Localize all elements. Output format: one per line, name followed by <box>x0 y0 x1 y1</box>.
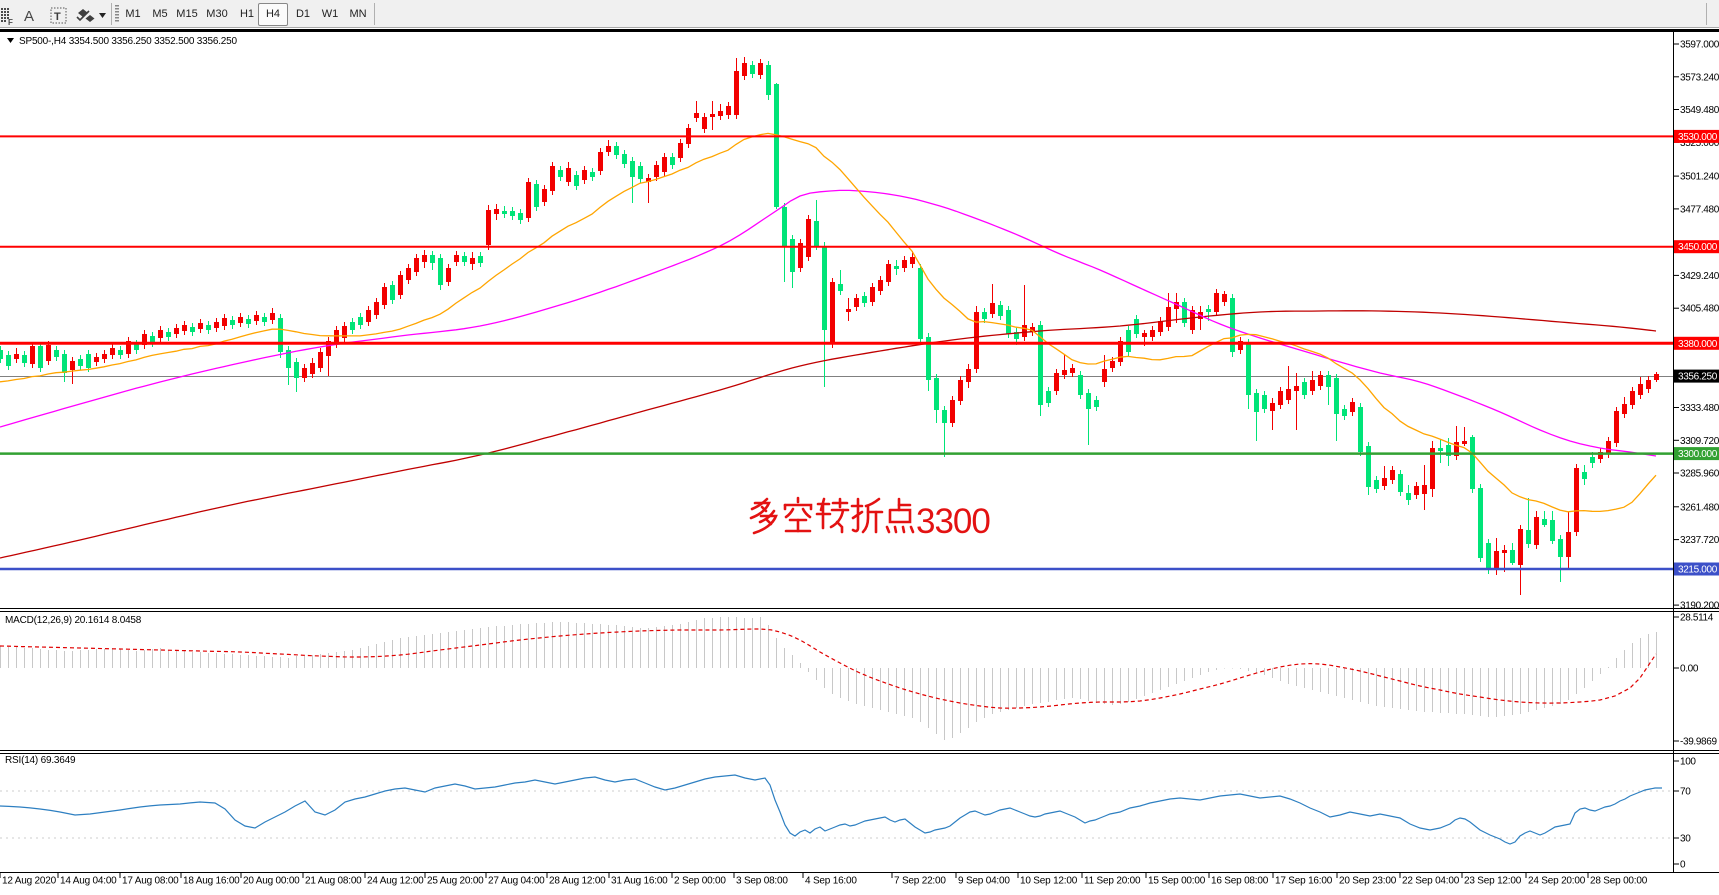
svg-text:RSI(14) 69.3649: RSI(14) 69.3649 <box>5 755 76 766</box>
svg-text:3597.000: 3597.000 <box>1680 40 1719 51</box>
svg-text:SP500-,H4 3354.500 3356.250 3: SP500-,H4 3354.500 3356.250 3352.500 335… <box>19 36 238 47</box>
svg-text:4 Sep 16:00: 4 Sep 16:00 <box>805 876 857 887</box>
svg-text:28 Aug 12:00: 28 Aug 12:00 <box>549 876 606 887</box>
svg-text:28.5114: 28.5114 <box>1680 613 1714 624</box>
svg-text:9 Sep 04:00: 9 Sep 04:00 <box>958 876 1010 887</box>
svg-text:23 Sep 12:00: 23 Sep 12:00 <box>1464 876 1522 887</box>
svg-text:3549.480: 3549.480 <box>1680 105 1719 116</box>
svg-text:100: 100 <box>1680 757 1696 768</box>
svg-text:27 Aug 04:00: 27 Aug 04:00 <box>488 876 545 887</box>
svg-text:3 Sep 08:00: 3 Sep 08:00 <box>736 876 788 887</box>
svg-text:3477.480: 3477.480 <box>1680 204 1719 215</box>
svg-text:24 Aug 12:00: 24 Aug 12:00 <box>367 876 424 887</box>
svg-text:3501.240: 3501.240 <box>1680 172 1719 183</box>
svg-text:MACD(12,26,9) 20.1614 8.0458: MACD(12,26,9) 20.1614 8.0458 <box>5 615 142 626</box>
svg-text:24 Sep 20:00: 24 Sep 20:00 <box>1528 876 1586 887</box>
svg-text:-39.9869: -39.9869 <box>1680 737 1717 748</box>
svg-text:3530.000: 3530.000 <box>1678 132 1718 143</box>
svg-text:15 Sep 00:00: 15 Sep 00:00 <box>1148 876 1206 887</box>
svg-text:30: 30 <box>1680 834 1691 845</box>
svg-text:22 Sep 04:00: 22 Sep 04:00 <box>1402 876 1460 887</box>
svg-text:70: 70 <box>1680 787 1691 798</box>
svg-text:T: T <box>54 11 61 23</box>
svg-text:3261.480: 3261.480 <box>1680 502 1719 513</box>
svg-text:3356.250: 3356.250 <box>1678 372 1718 383</box>
svg-text:3285.960: 3285.960 <box>1680 469 1719 480</box>
svg-text:A: A <box>24 8 34 25</box>
svg-text:2 Sep 00:00: 2 Sep 00:00 <box>674 876 726 887</box>
svg-text:14 Aug 04:00: 14 Aug 04:00 <box>60 876 117 887</box>
svg-text:0.00: 0.00 <box>1680 664 1699 675</box>
svg-text:25 Aug 20:00: 25 Aug 20:00 <box>427 876 484 887</box>
svg-text:21 Aug 08:00: 21 Aug 08:00 <box>305 876 362 887</box>
svg-text:3333.480: 3333.480 <box>1680 403 1719 414</box>
svg-text:16 Sep 08:00: 16 Sep 08:00 <box>1211 876 1269 887</box>
svg-text:3525.000: 3525.000 <box>1680 138 1719 149</box>
svg-text:3405.480: 3405.480 <box>1680 304 1719 315</box>
svg-text:F: F <box>8 18 13 27</box>
svg-text:3190.200: 3190.200 <box>1680 601 1719 612</box>
svg-text:3237.720: 3237.720 <box>1680 535 1719 546</box>
svg-text:17 Sep 16:00: 17 Sep 16:00 <box>1275 876 1333 887</box>
svg-text:3300.000: 3300.000 <box>1678 449 1718 460</box>
svg-text:3573.240: 3573.240 <box>1680 72 1719 83</box>
svg-text:7 Sep 22:00: 7 Sep 22:00 <box>894 876 946 887</box>
svg-text:12 Aug 2020: 12 Aug 2020 <box>2 876 57 887</box>
svg-text:3450.000: 3450.000 <box>1678 242 1718 253</box>
svg-text:11 Sep 20:00: 11 Sep 20:00 <box>1084 876 1141 887</box>
svg-text:17 Aug 08:00: 17 Aug 08:00 <box>122 876 179 887</box>
svg-text:3215.000: 3215.000 <box>1678 565 1718 576</box>
svg-text:0: 0 <box>1680 860 1686 871</box>
svg-text:20 Sep 23:00: 20 Sep 23:00 <box>1339 876 1397 887</box>
svg-text:31 Aug 16:00: 31 Aug 16:00 <box>611 876 668 887</box>
svg-text:3309.720: 3309.720 <box>1680 436 1719 447</box>
svg-text:3429.240: 3429.240 <box>1680 271 1719 282</box>
svg-text:10 Sep 12:00: 10 Sep 12:00 <box>1020 876 1078 887</box>
svg-text:3300: 3300 <box>916 502 990 541</box>
svg-text:18 Aug 16:00: 18 Aug 16:00 <box>183 876 240 887</box>
svg-text:20 Aug 00:00: 20 Aug 00:00 <box>243 876 300 887</box>
svg-text:3380.000: 3380.000 <box>1678 339 1718 350</box>
svg-text:28 Sep 00:00: 28 Sep 00:00 <box>1590 876 1648 887</box>
